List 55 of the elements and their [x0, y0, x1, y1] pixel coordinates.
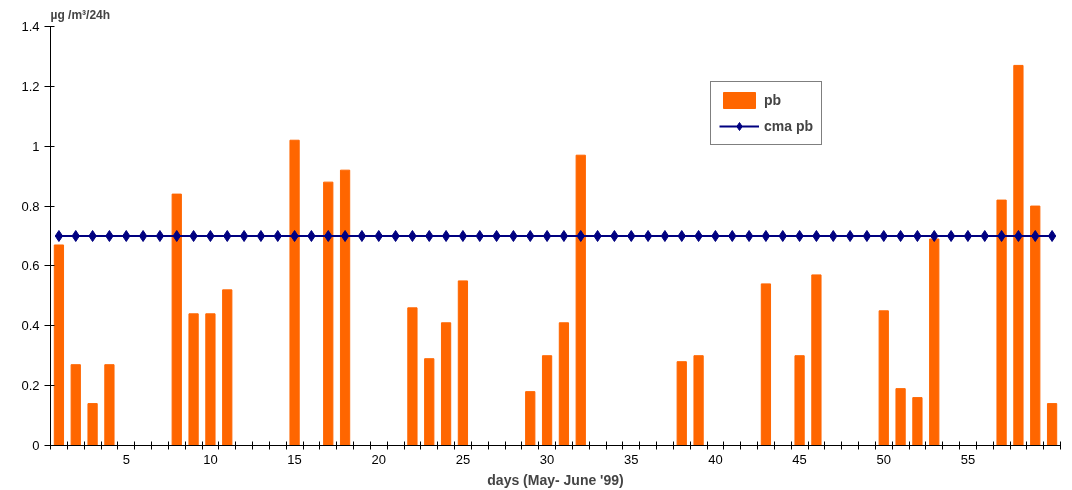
y-tick-label: 0.2 — [21, 378, 40, 394]
bar — [575, 154, 586, 446]
bar — [424, 358, 435, 446]
x-tick-label: 20 — [371, 451, 386, 467]
bar — [289, 139, 300, 446]
bar — [760, 283, 772, 446]
y-tick-label: 0.4 — [21, 318, 40, 334]
bar — [171, 193, 182, 446]
bar — [558, 322, 570, 446]
x-tick-label: 15 — [287, 451, 302, 467]
x-tick-label: 40 — [708, 451, 723, 467]
bar — [53, 244, 65, 446]
bar — [407, 307, 418, 446]
bar — [929, 238, 940, 446]
legend-label: cma pb — [764, 118, 814, 134]
bar — [457, 280, 469, 446]
bar — [188, 313, 199, 446]
bar — [525, 391, 536, 446]
bar — [1013, 64, 1024, 446]
x-tick-label: 55 — [960, 451, 976, 467]
bar — [912, 397, 923, 446]
bar — [811, 274, 822, 446]
bar — [222, 289, 233, 446]
bar — [996, 199, 1007, 446]
x-tick-label: 35 — [624, 451, 639, 467]
bar — [323, 181, 334, 446]
x-tick-label: 30 — [539, 451, 555, 467]
x-tick-label: 45 — [792, 451, 807, 467]
x-tick-label: 50 — [876, 451, 891, 467]
y-tick-label: 1.4 — [21, 19, 40, 34]
y-axis-title: µg /m³/24h — [50, 7, 111, 22]
bar — [541, 355, 553, 446]
bar — [339, 169, 351, 446]
y-tick-label: 1 — [32, 138, 40, 154]
y-tick-label: 0 — [32, 438, 40, 453]
x-tick-label: 25 — [455, 451, 471, 467]
bar — [104, 364, 115, 446]
bar — [440, 322, 452, 446]
x-tick-label: 5 — [122, 451, 130, 467]
bar — [70, 364, 81, 446]
bar — [1046, 403, 1058, 446]
bar — [794, 355, 805, 446]
y-tick-label: 0.6 — [21, 258, 40, 274]
bar — [1030, 205, 1041, 446]
x-tick-label: 10 — [203, 451, 218, 467]
bar — [205, 313, 216, 446]
legend-label: pb — [764, 92, 783, 108]
y-tick-label: 0.8 — [21, 198, 40, 214]
bar — [878, 310, 889, 446]
bar — [895, 388, 906, 446]
bar — [693, 355, 704, 446]
x-axis-title: days (May- June '99) — [487, 471, 624, 488]
bar — [676, 361, 687, 446]
bar — [87, 403, 98, 446]
y-tick-label: 1.2 — [21, 78, 40, 94]
